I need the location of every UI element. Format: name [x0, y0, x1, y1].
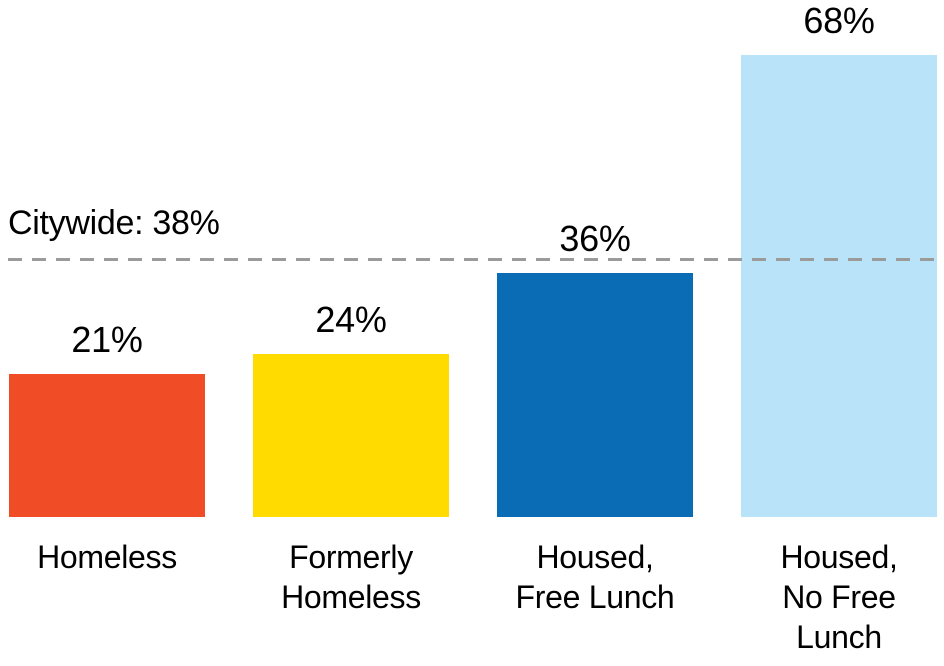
bar-category-label-3: Housed, No Free Lunch: [780, 539, 898, 655]
bar-category-label-1: Formerly Homeless: [281, 539, 421, 615]
bar-value-label-1: 24%: [315, 299, 387, 340]
citywide-reference-label: Citywide: 38%: [8, 204, 220, 242]
bar-3: [741, 55, 937, 517]
bar-value-label-2: 36%: [559, 218, 631, 259]
bar-value-label-3: 68%: [803, 0, 875, 41]
bar-2: [497, 273, 693, 517]
bar-1: [253, 354, 449, 517]
bar-category-label-2: Housed, Free Lunch: [515, 539, 675, 615]
bar-0: [9, 374, 205, 517]
bar-value-label-0: 21%: [71, 319, 143, 360]
citywide-reference-line: [8, 258, 936, 261]
bar-category-label-0: Homeless: [37, 539, 177, 575]
